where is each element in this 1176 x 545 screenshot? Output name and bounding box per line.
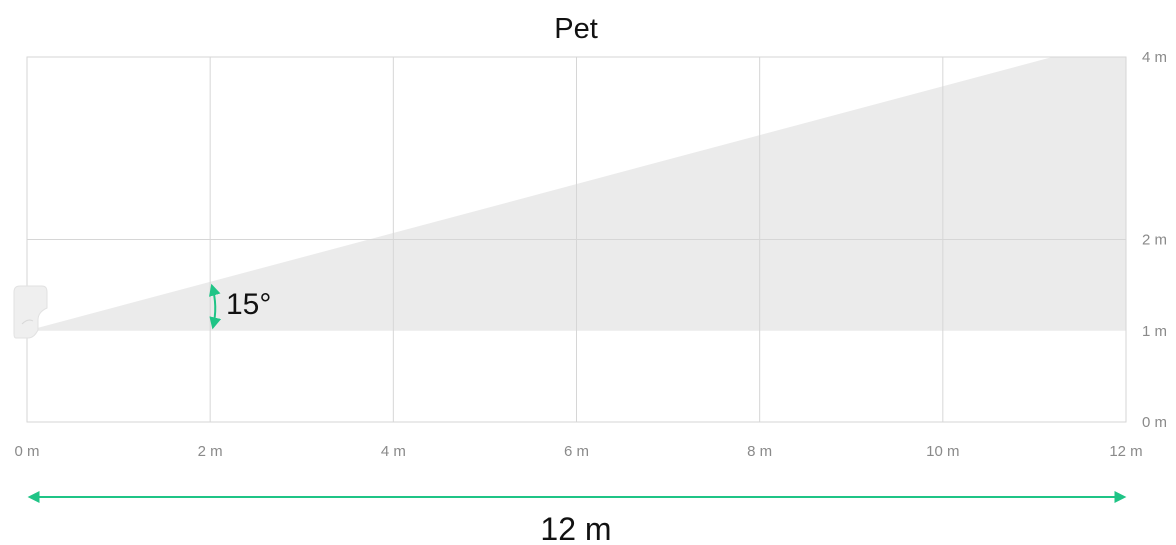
angle-label: 15°	[226, 288, 271, 321]
y-tick-label: 1 m	[1142, 323, 1167, 340]
x-tick-label: 4 m	[381, 443, 406, 460]
x-tick-label: 8 m	[747, 443, 772, 460]
diagram-frame	[26, 56, 1127, 423]
x-tick-label: 0 m	[14, 443, 39, 460]
y-tick-label: 4 m	[1142, 49, 1167, 66]
y-axis-tick-labels: 0 m 1 m 2 m 4 m	[1142, 49, 1167, 431]
y-tick-label: 0 m	[1142, 414, 1167, 431]
x-tick-label: 6 m	[564, 443, 589, 460]
x-tick-label: 2 m	[198, 443, 223, 460]
x-tick-label: 10 m	[926, 443, 959, 460]
range-label: 12 m	[540, 511, 611, 545]
motion-sensor-icon	[13, 285, 48, 339]
angle-double-arrow-icon	[209, 283, 222, 330]
x-tick-label: 12 m	[1109, 443, 1142, 460]
diagram-title: Pet	[554, 13, 598, 45]
y-tick-label: 2 m	[1142, 232, 1167, 249]
x-axis-tick-labels: 0 m 2 m 4 m 6 m 8 m 10 m 12 m	[14, 443, 1142, 460]
